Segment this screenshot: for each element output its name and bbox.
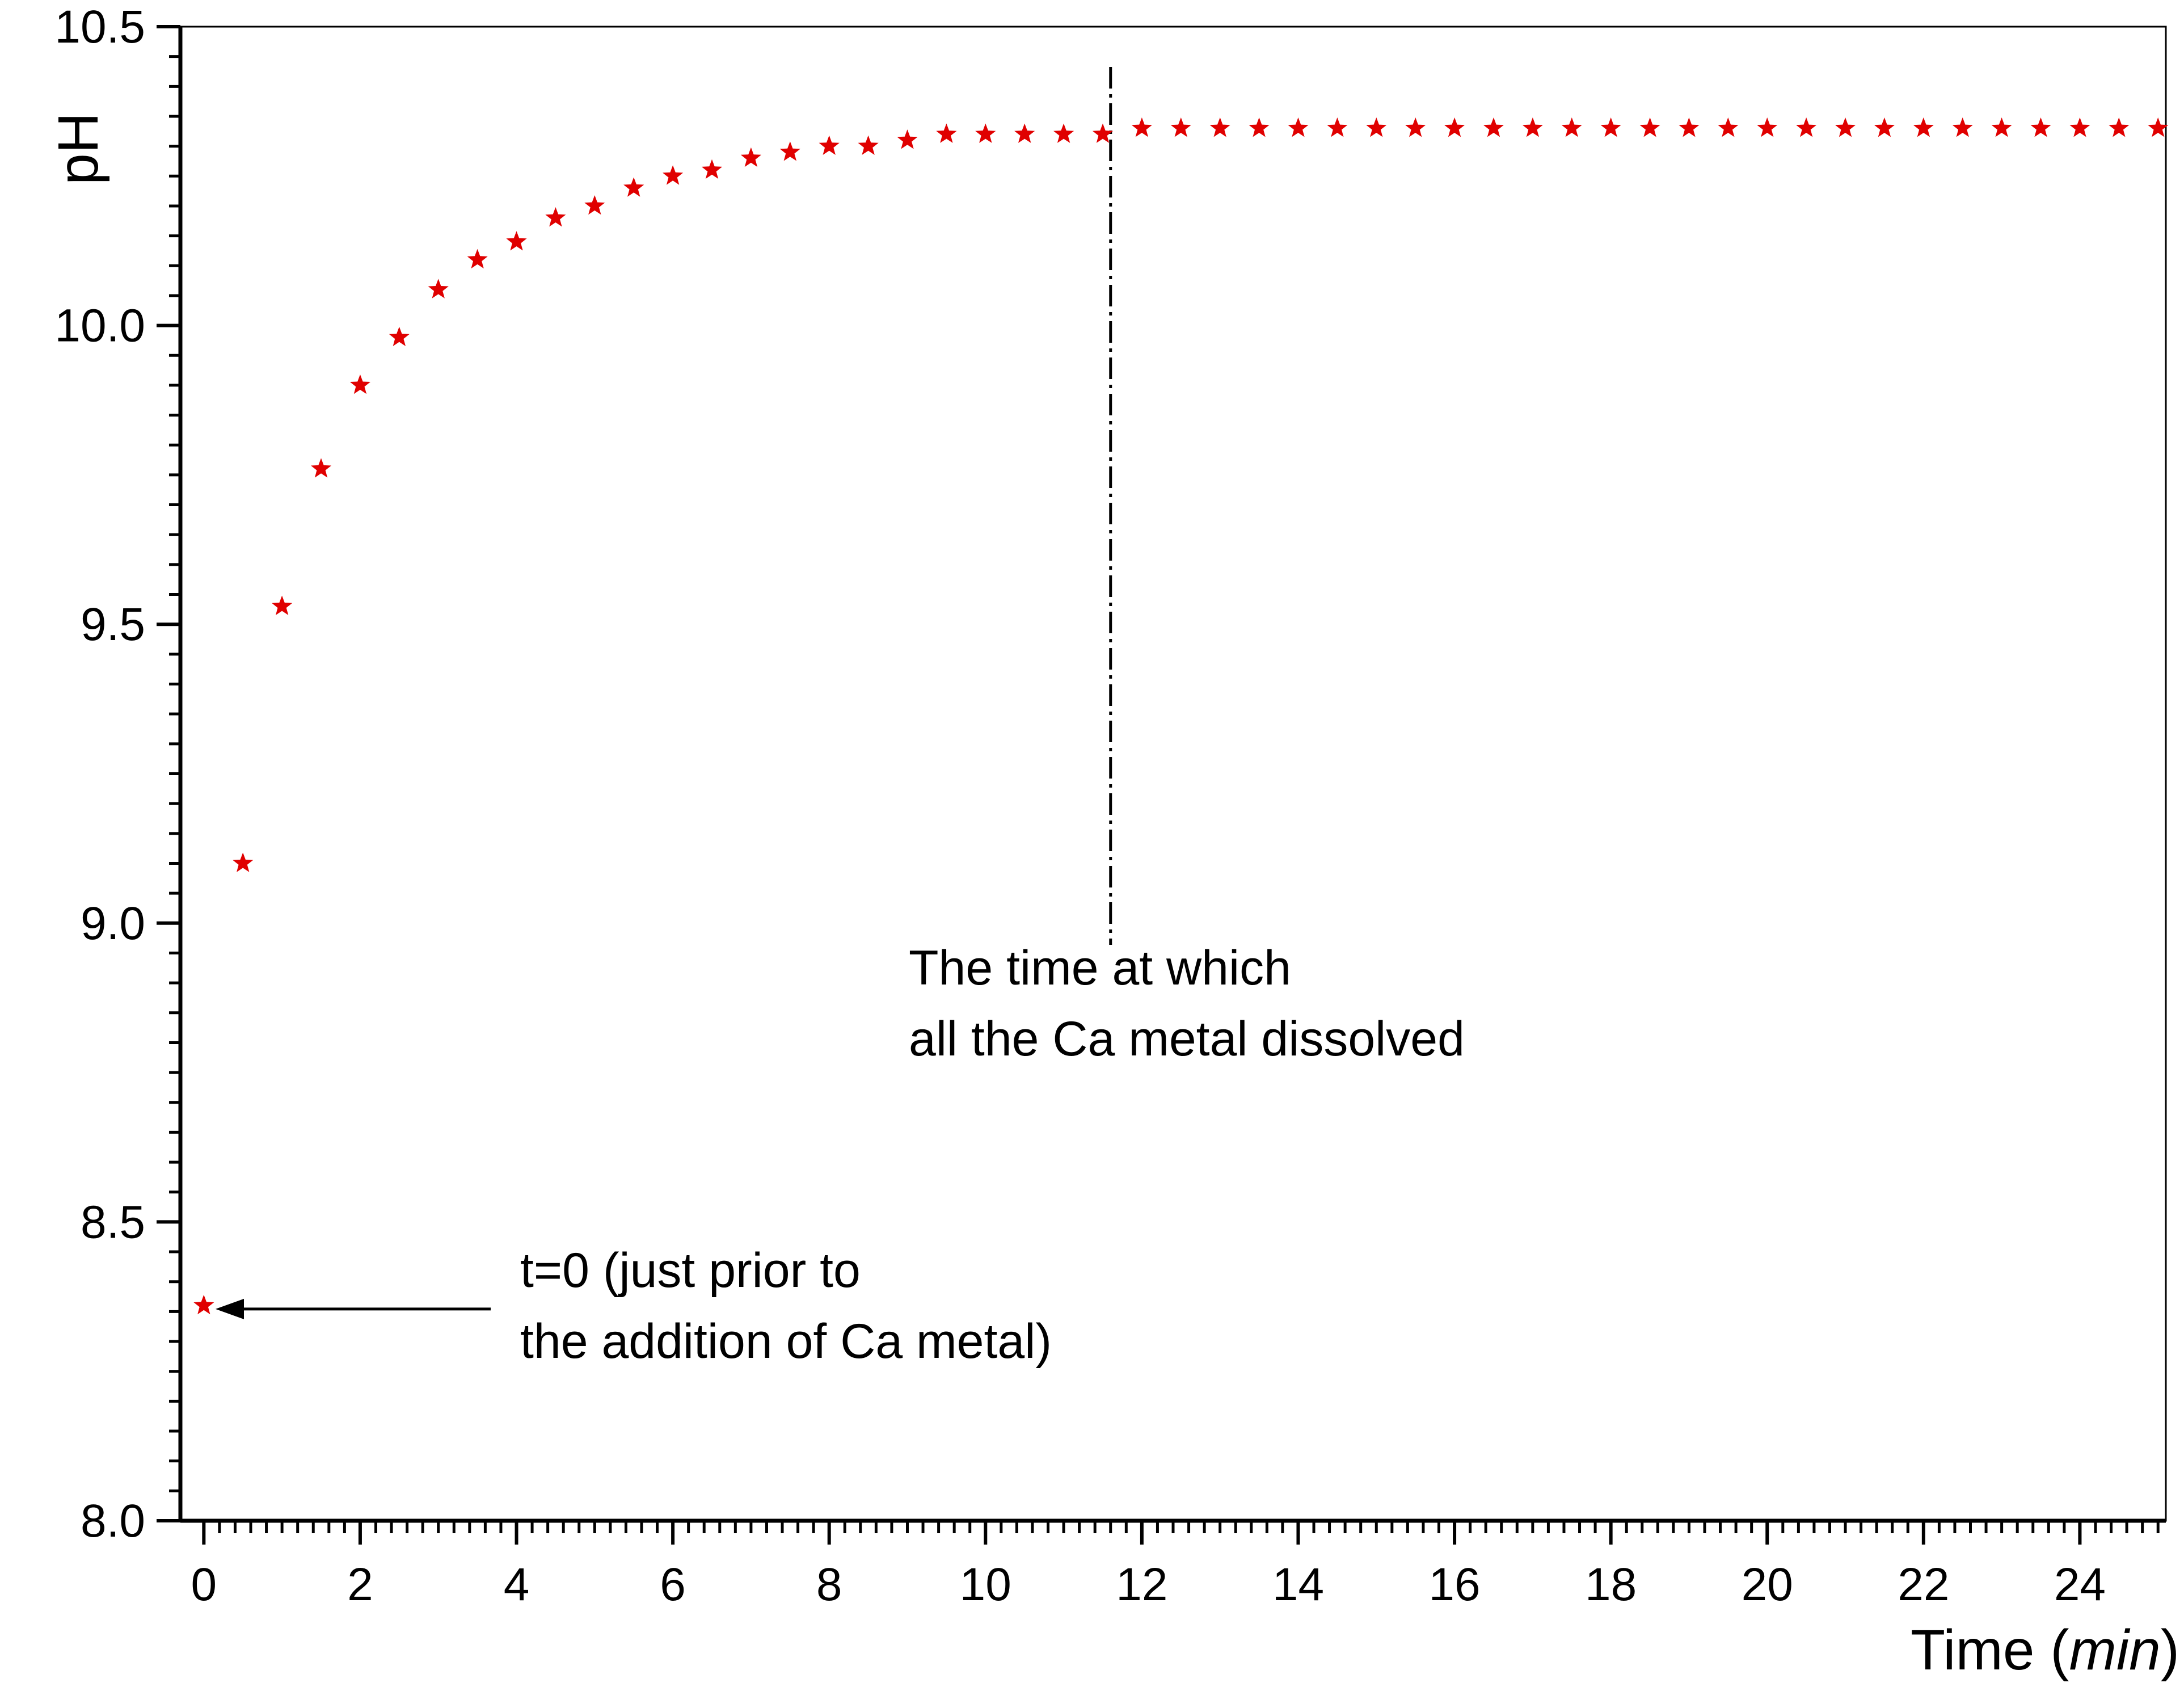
data-point <box>1366 117 1387 137</box>
data-point <box>1209 117 1230 137</box>
data-point <box>1522 117 1543 137</box>
data-point <box>1405 117 1426 137</box>
t0-arrowhead <box>216 1298 244 1319</box>
y-tick-label: 10.5 <box>54 1 145 53</box>
data-point <box>1014 123 1035 143</box>
data-point <box>1952 117 1973 137</box>
data-point <box>819 135 840 155</box>
data-point <box>740 147 761 167</box>
data-point <box>506 231 527 251</box>
y-tick-label: 9.0 <box>81 898 145 949</box>
y-tick-label: 9.5 <box>81 599 145 650</box>
data-point <box>1913 117 1934 137</box>
data-point <box>428 279 449 298</box>
data-point <box>1327 117 1348 137</box>
data-point <box>1718 117 1739 137</box>
data-point <box>623 177 644 197</box>
x-tick-label: 8 <box>816 1559 842 1610</box>
annotations <box>216 67 1112 1319</box>
data-point <box>779 141 800 161</box>
data-point <box>1835 117 1856 137</box>
data-point <box>1757 117 1778 137</box>
data-point <box>936 123 957 143</box>
x-axis-title-unit: min <box>2069 1618 2161 1682</box>
data-point <box>1053 123 1074 143</box>
y-axis-title: pH <box>47 112 110 185</box>
data-point <box>2030 117 2051 137</box>
data-point <box>349 374 370 394</box>
y-tick-label: 8.5 <box>81 1196 145 1248</box>
x-tick-label: 14 <box>1272 1559 1324 1610</box>
data-point <box>1639 117 1660 137</box>
data-point <box>663 165 684 185</box>
annotation-t0-line1: t=0 (just prior to <box>520 1243 861 1298</box>
y-axis: 8.0 8.5 9.0 9.5 10.0 10.5 <box>54 1 180 1547</box>
data-point <box>1131 117 1152 137</box>
data-series <box>193 117 2169 1315</box>
data-point <box>233 852 254 872</box>
data-point <box>858 135 879 155</box>
x-tick-label: 16 <box>1428 1559 1480 1610</box>
data-point <box>467 249 488 269</box>
data-point <box>975 123 996 143</box>
x-tick-label: 4 <box>504 1559 530 1610</box>
x-tick-label: 2 <box>347 1559 373 1610</box>
annotation-dissolved-line1: The time at which <box>909 941 1291 995</box>
x-tick-label: 18 <box>1585 1559 1637 1610</box>
data-point <box>1679 117 1700 137</box>
data-point <box>2148 117 2169 137</box>
data-point <box>1600 117 1621 137</box>
y-tick-label: 8.0 <box>81 1495 145 1547</box>
data-point <box>701 159 723 179</box>
x-axis-title-text: Time <box>1911 1618 2035 1682</box>
x-axis-title: Time (min) <box>1911 1618 2179 1682</box>
x-tick-label: 0 <box>191 1559 217 1610</box>
x-tick-label: 10 <box>960 1559 1011 1610</box>
data-point <box>1874 117 1895 137</box>
data-point <box>1288 117 1309 137</box>
annotation-dissolved-line2: all the Ca metal dissolved <box>909 1012 1465 1066</box>
data-point <box>193 1294 214 1315</box>
data-point <box>1483 117 1504 137</box>
data-point <box>2109 117 2130 137</box>
data-point <box>1991 117 2012 137</box>
x-tick-label: 22 <box>1898 1559 1949 1610</box>
data-point <box>1249 117 1270 137</box>
annotation-t0-line2: the addition of Ca metal) <box>520 1314 1052 1369</box>
y-tick-label: 10.0 <box>54 300 145 352</box>
x-tick-label: 24 <box>2054 1559 2106 1610</box>
data-point <box>1170 117 1191 137</box>
data-point <box>897 129 918 149</box>
data-point <box>1444 117 1465 137</box>
x-axis: 0 2 4 6 8 10 12 14 16 18 20 22 24 <box>191 1521 2160 1610</box>
data-point <box>389 326 410 346</box>
data-point <box>311 458 332 478</box>
data-point <box>584 195 605 215</box>
x-tick-label: 20 <box>1742 1559 1793 1610</box>
data-point <box>545 207 566 227</box>
data-point <box>1561 117 1582 137</box>
x-tick-label: 6 <box>660 1559 686 1610</box>
data-point <box>2069 117 2090 137</box>
data-point <box>1796 117 1817 137</box>
x-tick-label: 12 <box>1116 1559 1167 1610</box>
data-point <box>272 595 293 615</box>
data-point <box>1092 123 1114 143</box>
